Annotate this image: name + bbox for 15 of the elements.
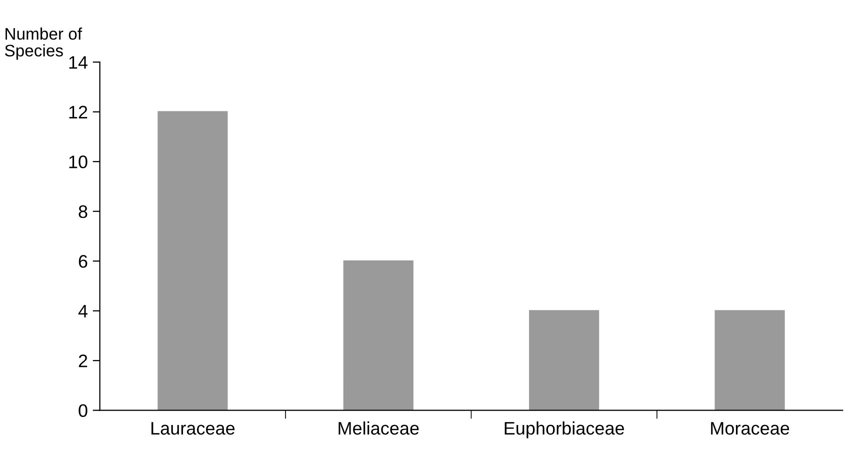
x-tick-label: Moraceae: [711, 422, 790, 435]
y-tick-label: 6: [78, 255, 88, 268]
bar: [529, 310, 600, 410]
bar: [343, 260, 414, 410]
y-tick-label: 2: [78, 354, 88, 368]
y-tick-label: 0: [78, 404, 88, 418]
x-tick-label: Euphorbiaceae: [504, 421, 624, 438]
x-tick-label: Lauraceae: [151, 422, 235, 435]
bar: [714, 310, 785, 410]
x-tick-label: Meliaceae: [338, 421, 419, 435]
y-tick-label: 12: [69, 106, 88, 118]
y-tick-label: 10: [69, 156, 88, 168]
y-tick-label: 4: [78, 304, 88, 318]
bar: [158, 111, 228, 410]
y-tick-label: 8: [78, 205, 88, 218]
